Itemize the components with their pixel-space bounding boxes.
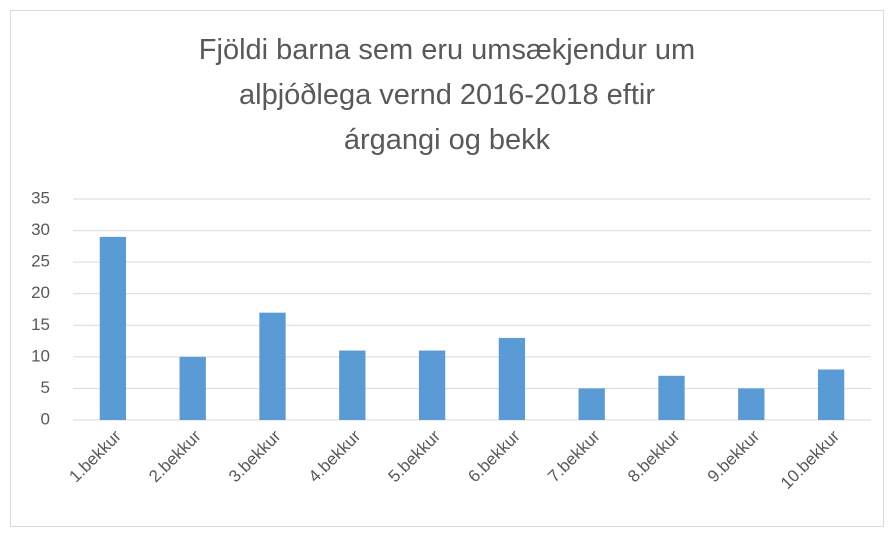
x-tick-label: 1.bekkur [65, 426, 125, 486]
y-tick-label: 15 [31, 315, 50, 334]
bar [259, 312, 286, 420]
x-tick-label: 6.bekkur [464, 426, 524, 486]
bar [658, 375, 685, 420]
bar [817, 369, 845, 420]
y-tick-label: 10 [31, 346, 50, 365]
y-tick-label: 5 [41, 378, 50, 397]
bar [738, 388, 765, 420]
x-tick-label: 3.bekkur [225, 426, 285, 486]
x-tick-label: 7.bekkur [544, 426, 604, 486]
chart-title: Fjöldi barna sem eru umsækjendur um alþj… [198, 34, 696, 156]
y-tick-label: 35 [31, 188, 50, 207]
bar [418, 350, 446, 420]
x-tick-label: 10.bekkur [777, 426, 843, 492]
y-tick-label: 30 [31, 220, 50, 239]
x-tick-label: 2.bekkur [145, 426, 205, 486]
bar [498, 337, 526, 420]
y-tick-label: 20 [31, 283, 50, 302]
y-tick-label: 25 [31, 252, 50, 271]
bar [339, 350, 366, 420]
x-tick-label: 4.bekkur [305, 426, 365, 486]
bar [179, 356, 206, 420]
x-tick-label: 9.bekkur [704, 426, 764, 486]
bar [99, 236, 127, 420]
y-tick-label: 0 [41, 409, 50, 428]
bar [578, 388, 605, 420]
chart-border [10, 10, 884, 527]
x-tick-label: 5.bekkur [385, 426, 445, 486]
x-tick-label: 8.bekkur [624, 426, 684, 486]
